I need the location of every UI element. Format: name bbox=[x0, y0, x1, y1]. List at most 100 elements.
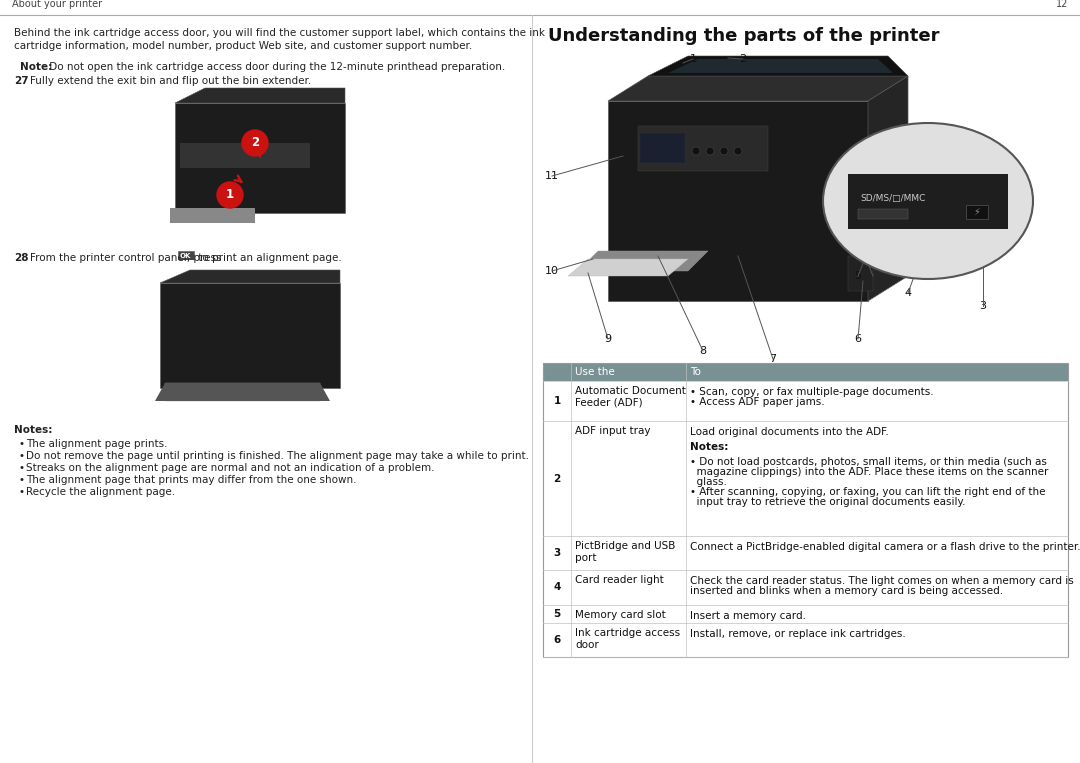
Text: Notes:: Notes: bbox=[14, 425, 52, 435]
Text: •: • bbox=[19, 463, 25, 473]
Bar bbox=[253, 383, 261, 401]
Circle shape bbox=[720, 147, 728, 155]
Text: •: • bbox=[19, 487, 25, 497]
Text: Use the: Use the bbox=[575, 367, 615, 377]
Bar bbox=[543, 623, 1068, 657]
Text: To: To bbox=[690, 367, 701, 377]
Bar bbox=[858, 209, 908, 219]
Circle shape bbox=[692, 147, 700, 155]
Polygon shape bbox=[669, 59, 893, 73]
Text: 4: 4 bbox=[904, 288, 912, 298]
Text: inserted and blinks when a memory card is being accessed.: inserted and blinks when a memory card i… bbox=[690, 586, 1003, 596]
Circle shape bbox=[706, 147, 714, 155]
Text: Do not remove the page until printing is finished. The alignment page may take a: Do not remove the page until printing is… bbox=[26, 451, 529, 461]
FancyBboxPatch shape bbox=[608, 101, 868, 301]
Polygon shape bbox=[160, 270, 340, 283]
Text: • Scan, copy, or fax multiple-page documents.: • Scan, copy, or fax multiple-page docum… bbox=[690, 387, 933, 397]
Bar bbox=[966, 205, 988, 219]
Text: 9: 9 bbox=[605, 334, 611, 344]
Text: 6: 6 bbox=[553, 635, 561, 645]
Bar bbox=[291, 383, 300, 401]
Text: glass.: glass. bbox=[690, 477, 727, 487]
Text: 2: 2 bbox=[740, 54, 746, 64]
Bar bbox=[300, 383, 310, 401]
Text: The alignment page prints.: The alignment page prints. bbox=[26, 439, 167, 449]
Text: Behind the ink cartridge access door, you will find the customer support label, : Behind the ink cartridge access door, yo… bbox=[14, 28, 545, 51]
Text: 11: 11 bbox=[545, 171, 559, 181]
Text: Ink cartridge access
door: Ink cartridge access door bbox=[575, 628, 680, 649]
Text: Insert a memory card.: Insert a memory card. bbox=[690, 611, 806, 621]
Polygon shape bbox=[608, 76, 908, 101]
Text: Do not open the ink cartridge access door during the 12-minute printhead prepara: Do not open the ink cartridge access doo… bbox=[46, 62, 505, 72]
Polygon shape bbox=[156, 383, 330, 401]
Bar bbox=[543, 381, 1068, 421]
Text: 6: 6 bbox=[854, 334, 862, 344]
Bar bbox=[185, 383, 194, 401]
Polygon shape bbox=[170, 208, 255, 223]
Bar bbox=[543, 51, 1074, 361]
Text: Streaks on the alignment page are normal and not an indication of a problem.: Streaks on the alignment page are normal… bbox=[26, 463, 434, 473]
Circle shape bbox=[734, 147, 742, 155]
Bar bbox=[224, 383, 233, 401]
Text: Connect a PictBridge-enabled digital camera or a flash drive to the printer.: Connect a PictBridge-enabled digital cam… bbox=[690, 542, 1080, 552]
Text: • Access ADF paper jams.: • Access ADF paper jams. bbox=[690, 397, 825, 407]
Circle shape bbox=[242, 130, 268, 156]
Text: From the printer control panel, press: From the printer control panel, press bbox=[30, 253, 225, 263]
Text: 5: 5 bbox=[553, 609, 561, 619]
Bar bbox=[543, 605, 1068, 623]
Bar bbox=[848, 256, 873, 291]
Text: 5: 5 bbox=[854, 271, 862, 281]
Circle shape bbox=[217, 182, 243, 208]
Bar bbox=[165, 383, 175, 401]
Bar bbox=[543, 421, 1068, 536]
Bar bbox=[135, 260, 384, 418]
Text: Automatic Document
Feeder (ADF): Automatic Document Feeder (ADF) bbox=[575, 386, 686, 407]
Bar bbox=[145, 83, 384, 248]
Text: Card reader light: Card reader light bbox=[575, 575, 664, 585]
Text: Load original documents into the ADF.: Load original documents into the ADF. bbox=[690, 427, 889, 437]
Text: 27: 27 bbox=[14, 76, 29, 86]
Bar bbox=[175, 383, 185, 401]
Bar bbox=[214, 383, 224, 401]
Bar bbox=[281, 383, 291, 401]
Text: 28: 28 bbox=[14, 253, 28, 263]
Text: •: • bbox=[19, 475, 25, 485]
Bar bbox=[310, 383, 320, 401]
Text: magazine clippings) into the ADF. Place these items on the scanner: magazine clippings) into the ADF. Place … bbox=[690, 467, 1049, 477]
Text: The alignment page that prints may differ from the one shown.: The alignment page that prints may diffe… bbox=[26, 475, 356, 485]
Text: Memory card slot: Memory card slot bbox=[575, 610, 665, 620]
Text: ADF input tray: ADF input tray bbox=[575, 426, 650, 436]
Text: ⚡: ⚡ bbox=[973, 207, 981, 217]
Polygon shape bbox=[868, 76, 908, 301]
Text: Note:: Note: bbox=[21, 62, 52, 72]
Text: 2: 2 bbox=[251, 137, 259, 150]
Bar bbox=[261, 383, 271, 401]
Bar bbox=[543, 363, 1068, 657]
Text: OK: OK bbox=[179, 253, 191, 259]
Text: Check the card reader status. The light comes on when a memory card is: Check the card reader status. The light … bbox=[690, 576, 1074, 586]
Text: 12: 12 bbox=[1055, 0, 1068, 9]
Text: PictBridge and USB
port: PictBridge and USB port bbox=[575, 541, 675, 562]
Text: 8: 8 bbox=[700, 346, 706, 356]
Text: • After scanning, copying, or faxing, you can lift the right end of the: • After scanning, copying, or faxing, yo… bbox=[690, 487, 1045, 497]
Text: 1: 1 bbox=[226, 188, 234, 201]
Bar bbox=[233, 383, 243, 401]
Text: 2: 2 bbox=[553, 474, 561, 484]
Polygon shape bbox=[648, 56, 908, 76]
FancyBboxPatch shape bbox=[177, 251, 193, 262]
Bar bbox=[543, 363, 1068, 381]
Bar bbox=[204, 383, 214, 401]
Ellipse shape bbox=[823, 123, 1032, 279]
FancyBboxPatch shape bbox=[160, 283, 340, 388]
Bar bbox=[543, 570, 1068, 605]
Text: •: • bbox=[19, 451, 25, 461]
Text: 1: 1 bbox=[689, 54, 697, 64]
Bar bbox=[271, 383, 281, 401]
Text: to print an alignment page.: to print an alignment page. bbox=[195, 253, 341, 263]
Bar bbox=[848, 174, 1008, 229]
Text: Notes:: Notes: bbox=[690, 442, 728, 452]
Bar bbox=[194, 383, 204, 401]
Polygon shape bbox=[568, 259, 688, 276]
Text: Understanding the parts of the printer: Understanding the parts of the printer bbox=[548, 27, 940, 45]
Bar bbox=[243, 383, 253, 401]
